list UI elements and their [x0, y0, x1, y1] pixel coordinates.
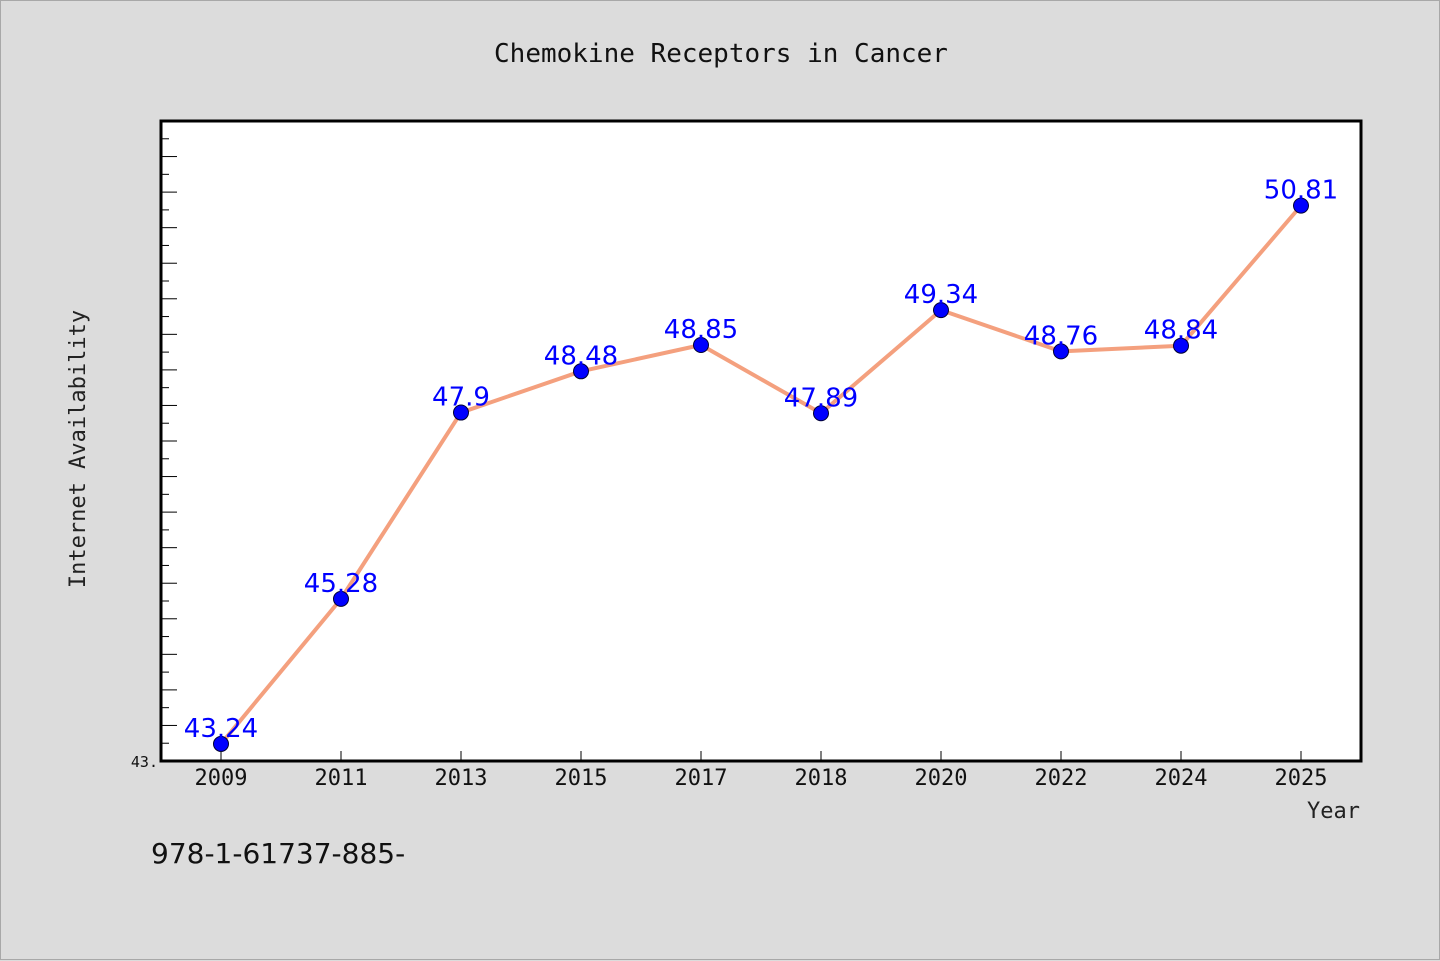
- data-labels: 43.24 45.28 47.9 48.48 48.85 47.89 49.34 48.76 4…: [184, 176, 1338, 744]
- data-point: [1053, 343, 1069, 360]
- x-tick-label: 2015: [555, 766, 608, 791]
- data-point: [1293, 197, 1309, 214]
- data-point: [1173, 337, 1189, 354]
- data-label: 48.84: [1144, 316, 1218, 346]
- y-tick-label: 43.: [131, 753, 158, 771]
- footer-isbn-text: 978-1-61737-885-: [151, 837, 406, 870]
- x-tick-label: 2011: [315, 766, 368, 791]
- data-point: [453, 404, 469, 421]
- data-point: [693, 337, 709, 353]
- x-tick-label: 2009: [195, 766, 248, 791]
- plot-frame: [159, 119, 1363, 763]
- x-axis-label: Year: [1307, 799, 1360, 824]
- x-tick-label: 2024: [1155, 766, 1208, 791]
- data-markers: [213, 197, 1309, 752]
- x-tick-label: 2013: [435, 766, 488, 791]
- data-label: 47.89: [784, 383, 858, 413]
- x-tick-label: 2017: [675, 766, 728, 791]
- data-label: 43.24: [184, 714, 258, 744]
- plot-area: [161, 121, 1361, 761]
- series-line: [219, 204, 1303, 746]
- x-tick-label: 2018: [795, 766, 848, 791]
- data-label: 48.48: [544, 341, 618, 371]
- data-label: 48.76: [1024, 321, 1098, 351]
- data-point: [933, 302, 949, 319]
- data-point: [333, 590, 349, 607]
- data-label: 45.28: [304, 569, 378, 599]
- x-tick-label: 2020: [915, 766, 968, 791]
- data-label: 50.81: [1264, 176, 1338, 206]
- data-point: [813, 405, 829, 422]
- chart-title: Chemokine Receptors in Cancer: [494, 39, 948, 69]
- x-tick-label: 2022: [1035, 766, 1088, 791]
- data-point: [213, 735, 229, 752]
- x-axis-ticks: 2009 2011 2013 2015 2017 2018 2020 2022 2024 2025: [195, 751, 1328, 791]
- data-point: [573, 363, 589, 380]
- data-label: 48.85: [664, 315, 738, 345]
- x-tick-label: 2025: [1275, 766, 1328, 791]
- data-label: 47.9: [432, 383, 490, 413]
- y-axis-label: Internet Availability: [66, 310, 91, 588]
- data-label: 49.34: [904, 280, 978, 310]
